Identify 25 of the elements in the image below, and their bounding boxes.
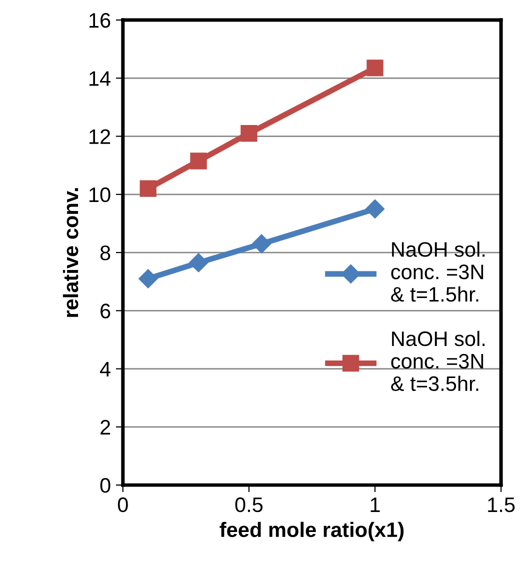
point (138, 269, 158, 288)
y-tick-label: 14 (90, 71, 110, 86)
y-tick-label: 8 (100, 246, 110, 260)
point (252, 234, 272, 254)
y-tick-label: 12 (90, 129, 110, 144)
x-tick-label: 1.5 (488, 498, 515, 512)
y-tick-label: 0 (100, 478, 110, 493)
point (140, 180, 156, 197)
y-tick-label: 6 (100, 304, 110, 318)
legend-label: NaOH sol. conc. =3N & t=1.5hr. (391, 242, 485, 302)
y-tick-label: 4 (100, 362, 110, 376)
x-axis-title: feed mole ratio(x1) (220, 522, 404, 542)
point (365, 199, 385, 218)
point (190, 152, 207, 170)
legend-label: NaOH sol. conc. =3N & t=3.5hr. (391, 330, 485, 392)
x-tick-label: 1 (370, 498, 380, 512)
x-tick-label: 0.5 (235, 497, 263, 512)
y-tick-label: 10 (90, 187, 110, 202)
x-tick-label: 0 (118, 497, 128, 512)
y-tick-label: 2 (100, 420, 110, 434)
y-axis-title: relative conv. (62, 188, 78, 317)
point (188, 253, 208, 272)
point (240, 125, 258, 142)
point (366, 60, 384, 76)
y-tick-label: 16 (90, 13, 110, 28)
